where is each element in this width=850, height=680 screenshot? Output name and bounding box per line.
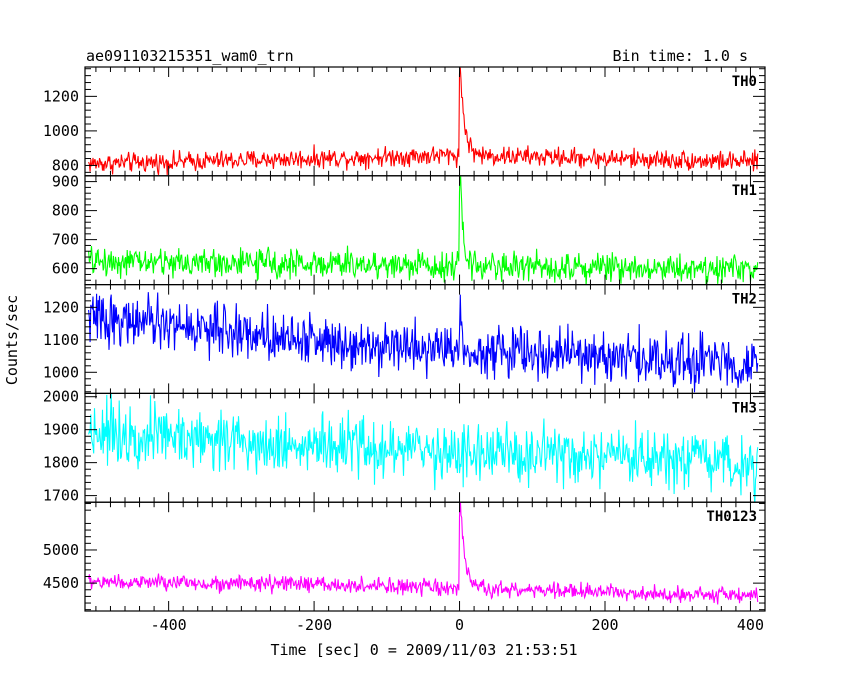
y-axis-label: Counts/sec [3, 295, 21, 385]
x-axis-label: Time [sec] 0 = 2009/11/03 21:53:51 [270, 641, 577, 659]
panel-label-th2: TH2 [732, 292, 757, 308]
y-tick-label: 800 [52, 156, 79, 174]
y-tick-label: 900 [52, 173, 79, 191]
x-tick-label: 200 [591, 616, 618, 634]
x-tick-label: 0 [455, 616, 464, 634]
y-tick-label: 1900 [43, 421, 79, 439]
panel-th2-frame [84, 284, 766, 395]
y-tick-label: 1800 [43, 454, 79, 472]
y-tick-label: 800 [52, 202, 79, 220]
y-tick-label: 1100 [43, 331, 79, 349]
y-tick-label: 1000 [43, 363, 79, 381]
series-th0123-line [88, 502, 759, 605]
y-tick-label: 4500 [43, 574, 79, 592]
y-tick-label: 1700 [43, 487, 79, 505]
series-th0-line [88, 67, 759, 176]
panel-label-th3: TH3 [732, 400, 757, 416]
series-th2-line [88, 292, 759, 393]
panel-label-th1: TH1 [732, 183, 757, 199]
x-tick-label: -200 [296, 616, 332, 634]
y-tick-label: 700 [52, 231, 79, 249]
bin-time-label: Bin time: 1.0 s [613, 47, 748, 65]
panel-label-th0123: TH0123 [706, 509, 757, 525]
y-tick-label: 600 [52, 260, 79, 278]
y-tick-label: 1200 [43, 298, 79, 316]
y-tick-label: 5000 [43, 541, 79, 559]
x-tick-label: -400 [151, 616, 187, 634]
y-tick-label: 2000 [43, 388, 79, 406]
series-th3-line [88, 393, 759, 503]
y-tick-label: 1200 [43, 87, 79, 105]
x-tick-label: 400 [737, 616, 764, 634]
panel-label-th0: TH0 [732, 74, 757, 90]
series-th1-line [88, 175, 759, 285]
y-tick-label: 1000 [43, 122, 79, 140]
chart-title: ae091103215351_wam0_trn [86, 47, 294, 65]
panels: 80010001200TH0600700800900TH110001100120… [43, 66, 766, 634]
